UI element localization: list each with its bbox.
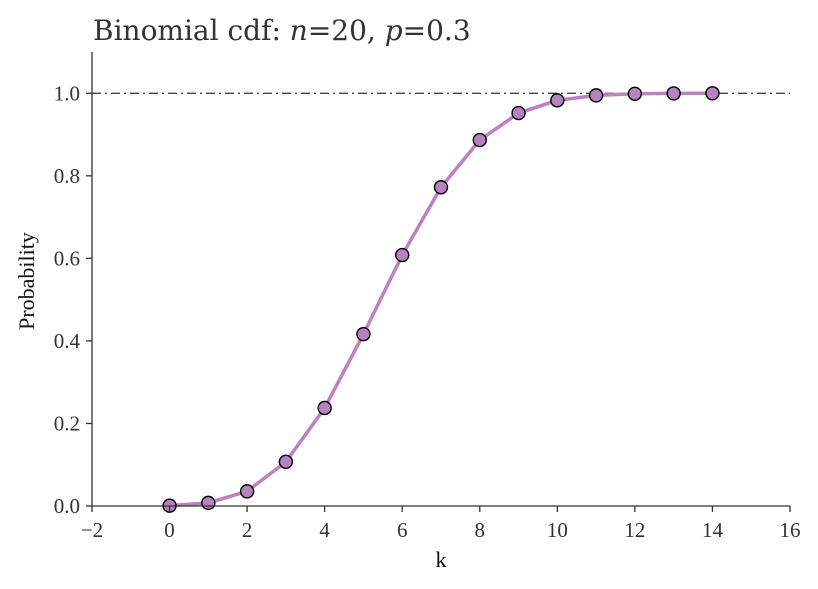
- x-ticks: −2 0 2 4 6 8 10 12 14 16: [81, 506, 801, 542]
- x-tick-label: 6: [397, 518, 408, 542]
- data-point: [239, 484, 255, 499]
- x-tick-label: 16: [780, 518, 801, 542]
- y-tick-label: 0.8: [54, 164, 80, 188]
- data-point: [511, 105, 526, 121]
- data-point: [472, 132, 487, 148]
- data-point: [317, 400, 332, 416]
- x-tick-label: 12: [624, 518, 645, 542]
- chart-title-part: n: [290, 14, 308, 47]
- data-point: [588, 88, 604, 103]
- data-point: [201, 495, 216, 511]
- y-tick-label: 0.0: [54, 494, 80, 518]
- data-point: [278, 454, 294, 469]
- x-axis-label: k: [436, 547, 447, 572]
- x-tick-label: 4: [319, 518, 330, 542]
- chart-title-part: Binomial cdf:: [93, 14, 290, 47]
- x-tick-label: −2: [81, 518, 103, 542]
- data-point: [395, 247, 410, 263]
- y-tick-label: 0.4: [54, 329, 81, 353]
- data-point: [627, 86, 643, 102]
- x-tick-label: 0: [164, 518, 175, 542]
- x-tick-label: 14: [702, 518, 724, 542]
- data-point: [666, 86, 681, 101]
- y-tick-label: 0.6: [54, 246, 80, 270]
- series-layer: [162, 86, 720, 513]
- x-tick-label: 8: [475, 518, 486, 542]
- y-ticks: 0.0 0.2 0.4 0.6 0.8 1.0: [54, 81, 92, 518]
- series-line: [167, 91, 715, 508]
- x-tick-label: 2: [242, 518, 253, 542]
- y-axis-label: Probability: [14, 232, 39, 330]
- plot-area: [92, 86, 790, 513]
- chart-title-part: =0.3: [403, 14, 471, 47]
- y-tick-label: 0.2: [54, 411, 80, 435]
- data-point: [433, 180, 449, 195]
- chart-title-part: =20,: [308, 14, 385, 47]
- data-point: [550, 93, 565, 108]
- x-tick-label: 10: [547, 518, 568, 542]
- chart-title: Binomial cdf: n=20, p=0.3: [93, 14, 471, 47]
- chart-title-part: p: [385, 14, 403, 47]
- data-point: [705, 86, 720, 101]
- y-tick-label: 1.0: [54, 81, 80, 105]
- data-point: [356, 326, 371, 342]
